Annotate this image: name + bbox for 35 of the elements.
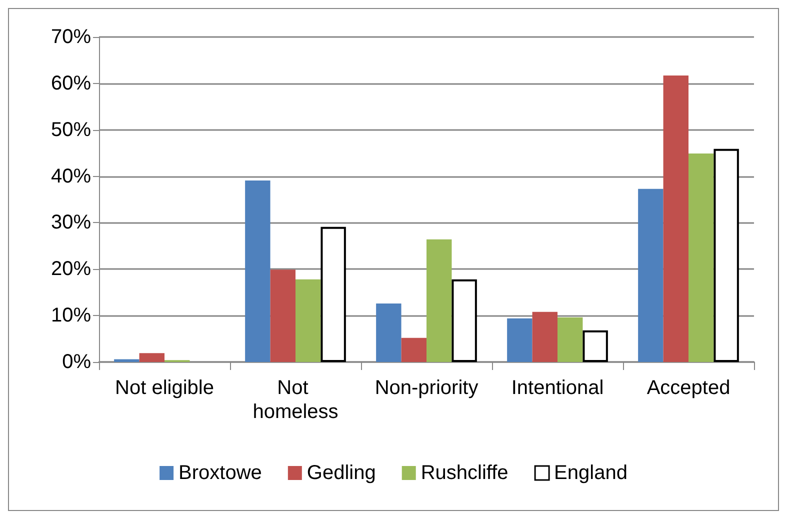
bar bbox=[245, 180, 270, 362]
bar bbox=[638, 188, 664, 362]
bar bbox=[426, 239, 452, 362]
legend-label: England bbox=[554, 462, 628, 484]
y-tick-label: 50% bbox=[50, 118, 92, 141]
bar bbox=[401, 338, 426, 362]
y-tick-label: 70% bbox=[50, 26, 92, 48]
bar bbox=[452, 279, 477, 362]
x-tick-label: Not homeless bbox=[252, 377, 338, 423]
bar bbox=[114, 359, 140, 362]
x-tick-label: Non-priority bbox=[374, 377, 478, 399]
x-tick-label: Accepted bbox=[646, 377, 730, 399]
legend-label: Broxtowe bbox=[178, 462, 262, 484]
x-tick-label: Intentional bbox=[511, 377, 604, 399]
y-tick-label: 40% bbox=[50, 165, 92, 188]
y-tick-label: 0% bbox=[62, 351, 92, 373]
bar bbox=[376, 304, 402, 362]
y-tick-label: 10% bbox=[50, 304, 92, 327]
bar bbox=[320, 226, 346, 362]
bar bbox=[139, 353, 164, 362]
y-tick-label: 30% bbox=[50, 212, 92, 234]
bar bbox=[532, 312, 558, 362]
y-tick-label: 20% bbox=[50, 258, 92, 280]
bar bbox=[507, 318, 532, 362]
bar bbox=[688, 154, 714, 362]
bar bbox=[296, 279, 321, 362]
x-tick-label: Not eligible bbox=[115, 377, 214, 399]
y-tick-label: 60% bbox=[50, 72, 92, 94]
bar bbox=[270, 270, 296, 362]
bar bbox=[714, 148, 739, 362]
legend-label: Gedling bbox=[306, 462, 376, 484]
bar bbox=[582, 330, 608, 362]
legend-label: Rushcliffe bbox=[420, 462, 508, 484]
bar bbox=[558, 317, 583, 362]
bar bbox=[663, 76, 688, 362]
